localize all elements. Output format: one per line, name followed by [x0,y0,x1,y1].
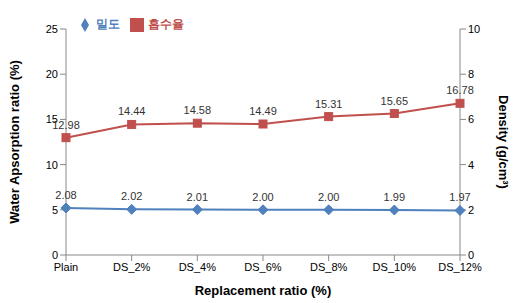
svg-text:2.00: 2.00 [318,191,339,203]
svg-text:6: 6 [468,113,474,125]
svg-text:15.31: 15.31 [315,98,343,110]
svg-text:4: 4 [468,159,474,171]
svg-text:Density (g/cm³): Density (g/cm³) [496,95,511,189]
svg-text:0: 0 [468,249,474,261]
svg-text:14.49: 14.49 [249,105,277,117]
svg-text:2.08: 2.08 [55,189,76,201]
svg-text:DS_6%: DS_6% [244,261,282,273]
svg-text:14.58: 14.58 [184,104,212,116]
html-text:밀도: 밀도 [96,17,120,31]
svg-text:12.98: 12.98 [52,119,80,131]
svg-text:15.65: 15.65 [381,95,409,107]
svg-text:10: 10 [46,159,58,171]
svg-text:16.78: 16.78 [446,84,474,96]
svg-text:20: 20 [46,68,58,80]
svg-text:2: 2 [468,204,474,216]
svg-text:DS_2%: DS_2% [113,261,151,273]
svg-text:Water Apsorption ratio (%): Water Apsorption ratio (%) [7,60,22,224]
html-text:흡수율: 흡수율 [148,17,184,31]
svg-text:1.97: 1.97 [449,191,470,203]
svg-text:Plain: Plain [54,261,78,273]
svg-text:0: 0 [52,249,58,261]
svg-text:DS_12%: DS_12% [438,261,482,273]
svg-text:DS_8%: DS_8% [310,261,348,273]
svg-text:10: 10 [468,23,480,35]
svg-text:Replacement ratio (%): Replacement ratio (%) [195,283,332,298]
svg-text:2.01: 2.01 [187,191,208,203]
svg-text:DS_10%: DS_10% [373,261,417,273]
svg-text:25: 25 [46,23,58,35]
svg-text:8: 8 [468,68,474,80]
svg-text:1.99: 1.99 [384,191,405,203]
svg-text:5: 5 [52,204,58,216]
svg-text:DS_4%: DS_4% [179,261,217,273]
svg-text:14.44: 14.44 [118,105,146,117]
svg-text:2.02: 2.02 [121,190,142,202]
svg-text:2.00: 2.00 [252,191,273,203]
